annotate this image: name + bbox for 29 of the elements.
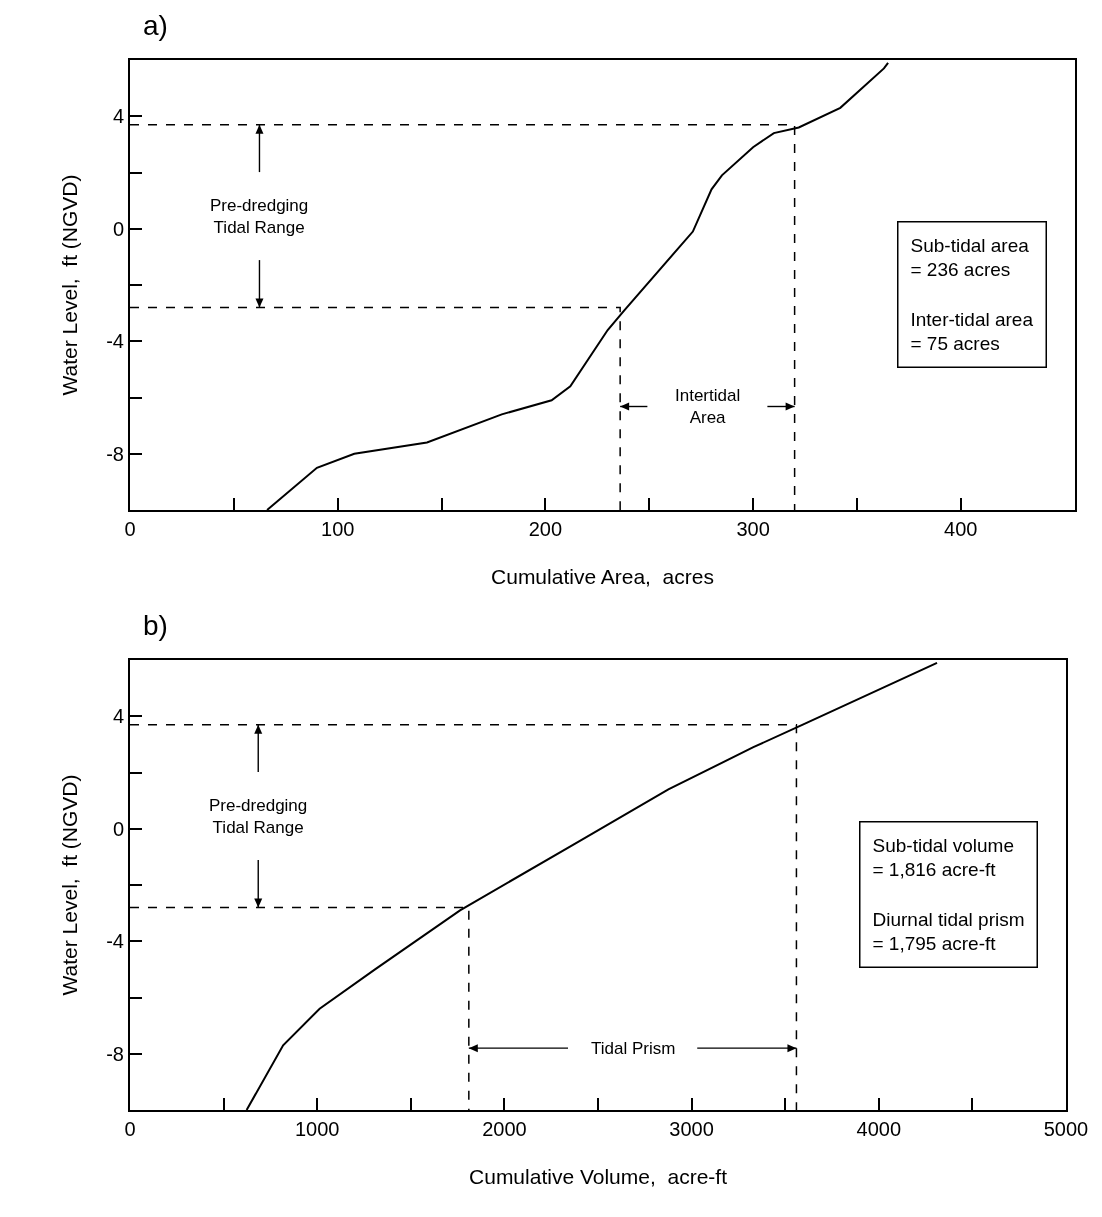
y-tick-label: 4 bbox=[112, 705, 124, 728]
y-tick-label: 4 bbox=[112, 105, 124, 128]
x-tick-label: 200 bbox=[528, 518, 563, 540]
y-tick-label: -8 bbox=[106, 1042, 124, 1065]
x-tick-label: 2000 bbox=[482, 1118, 527, 1140]
x-axis-title: Cumulative Area, acres bbox=[491, 565, 714, 588]
x-tick-label: 4000 bbox=[856, 1118, 902, 1140]
text: Sub-tidal volume = 1,816 acre-ft Diurnal tidal prism = 1,795 acre-ft bbox=[872, 834, 1025, 955]
y-tick-label: 0 bbox=[112, 817, 124, 840]
x-tick-label: 400 bbox=[944, 518, 978, 540]
y-tick-label: -4 bbox=[106, 330, 124, 353]
y-tick-label: 0 bbox=[112, 217, 124, 240]
chart-title: b) bbox=[143, 609, 168, 641]
x-tick-label: 3000 bbox=[669, 1118, 714, 1140]
annotation: Pre-dredging Tidal Range bbox=[209, 796, 308, 838]
annotation: Tidal Prism bbox=[591, 1039, 676, 1058]
text: Sub-tidal area = 236 acres Inter-tidal area = 75 acres bbox=[910, 234, 1034, 355]
y-axis-title: Water Level, ft (NGVD) bbox=[58, 174, 81, 396]
x-tick-label: 100 bbox=[321, 518, 355, 540]
x-axis-title: Cumulative Volume, acre-ft bbox=[469, 1165, 728, 1188]
y-axis-title: Water Level, ft (NGVD) bbox=[58, 774, 81, 996]
annotation: Intertidal Area bbox=[675, 386, 741, 428]
x-tick-label: 5000 bbox=[1043, 1118, 1089, 1140]
x-tick-label: 300 bbox=[736, 518, 770, 540]
chart-title: a) bbox=[143, 9, 168, 41]
annotation: Pre-dredging Tidal Range bbox=[210, 196, 309, 238]
y-tick-label: -8 bbox=[106, 442, 124, 465]
y-tick-label: -4 bbox=[106, 930, 124, 953]
x-tick-label: 1000 bbox=[294, 1118, 340, 1140]
